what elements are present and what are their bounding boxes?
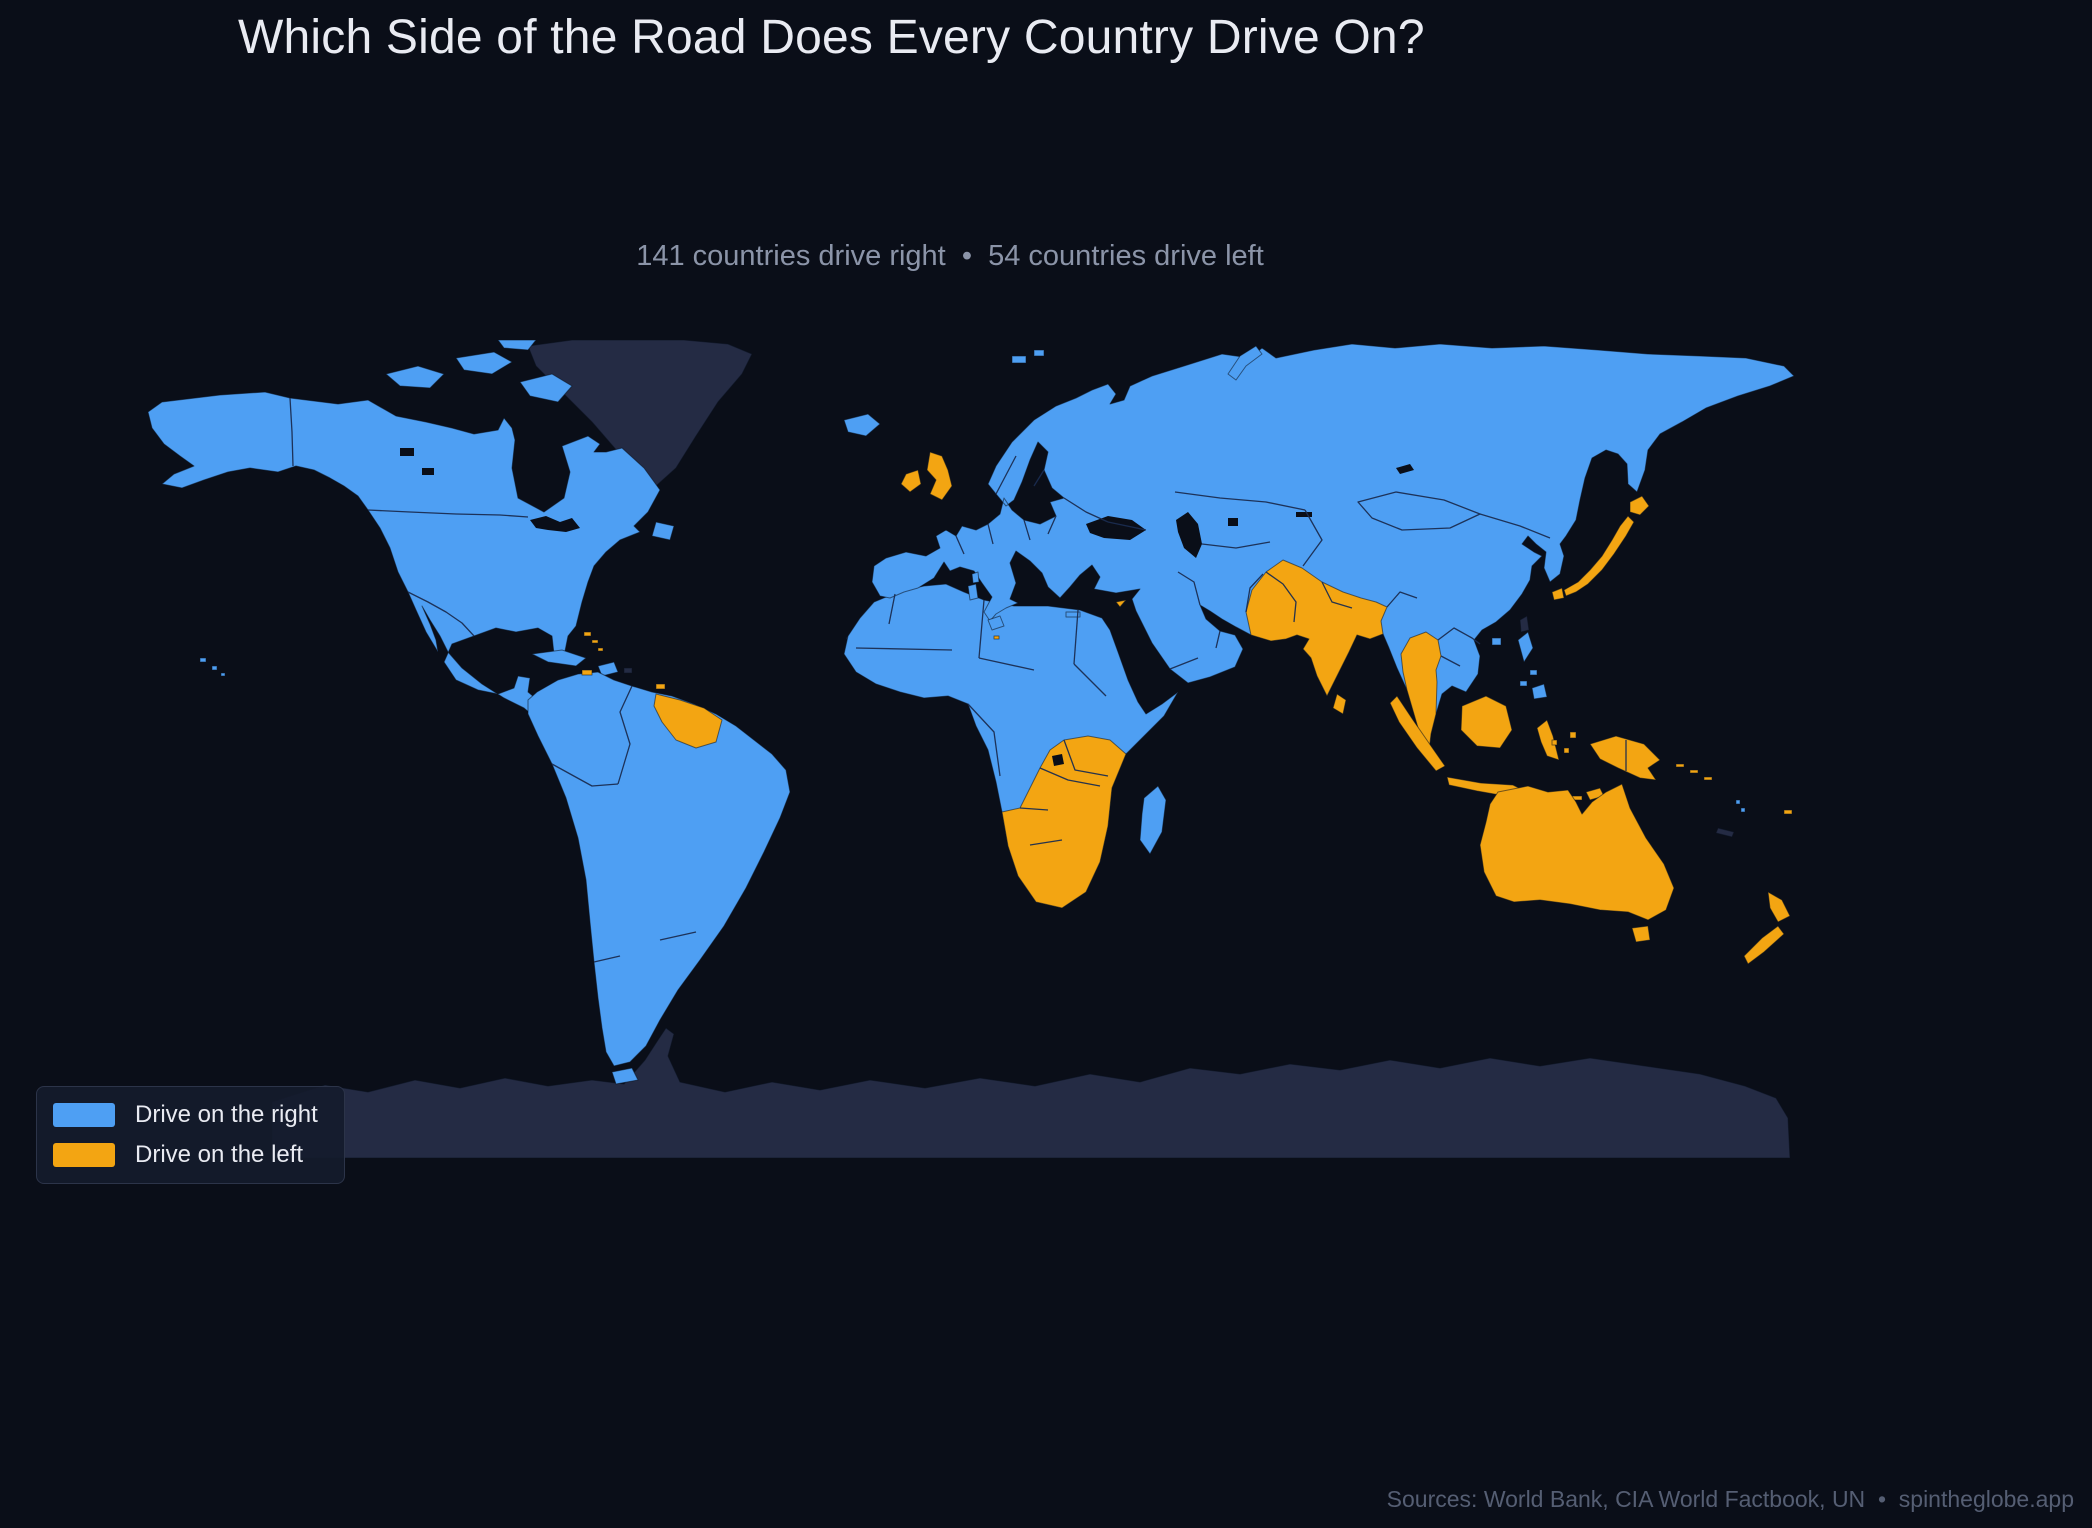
stats-subtitle: 141 countries drive right • 54 countries… [636,240,1264,272]
canadian-lakes [422,468,434,475]
map-inland-water [400,448,1414,766]
region-arctic-islands [497,340,537,351]
region-iceland [843,413,881,437]
region-svalbard [1011,355,1027,364]
region-tasmania [1631,925,1651,943]
region-new-zealand-south [1743,925,1785,965]
region-arctic-islands [455,351,513,375]
aral-sea [1228,518,1238,526]
world-choropleth-map [100,340,1800,1158]
region-crete [1065,611,1081,618]
region-bahamas [591,639,599,644]
region-thailand-malaysia [1400,631,1442,753]
legend-label-right: Drive on the right [135,1101,318,1128]
region-hawaii [220,672,226,677]
caspian-sea [1176,512,1202,558]
region-guyana-suriname [653,693,723,749]
region-jamaica [581,669,593,676]
region-philippines [1517,631,1534,663]
region-sulawesi [1536,719,1560,761]
great-lakes [530,516,580,532]
legend-item-drive-left: Drive on the left [53,1141,318,1169]
region-svalbard [1033,349,1045,357]
region-bahamas [583,631,592,637]
map-country-borders [289,397,1627,963]
legend-item-drive-right: Drive on the right [53,1101,318,1129]
region-south-america [527,671,791,1067]
region-hawaii [199,657,207,663]
region-solomons [1689,769,1699,774]
region-trinidad [655,683,666,690]
region-north-america [147,391,661,741]
region-puerto-rico [623,667,633,674]
region-southeast-africa [1001,735,1127,909]
region-africa [843,583,1179,909]
region-sri-lanka [1332,693,1347,715]
region-ireland [900,469,922,493]
region-new-guinea [1589,735,1661,781]
region-antarctica [271,1027,1791,1158]
lake-balkhash [1296,512,1312,517]
region-bahamas [597,647,604,652]
map-regions-drive-right [147,340,1795,1085]
region-novaya-zemlya [1227,345,1263,381]
region-halmahera [1569,731,1577,739]
region-solomons [1703,776,1713,781]
region-hawaii [211,665,218,671]
legend-label-left: Drive on the left [135,1141,304,1168]
black-sea [1086,516,1146,540]
region-taiwan [1519,615,1530,633]
region-philippines [1519,680,1528,687]
region-cuba [531,649,587,667]
page-title: Which Side of the Road Does Every Countr… [238,11,1425,64]
region-malta [993,635,1000,640]
region-hispaniola [597,661,619,677]
lake-baikal [1396,464,1414,474]
sources-footer: Sources: World Bank, CIA World Factbook,… [1386,1486,2074,1512]
region-moluccas [1551,739,1558,746]
region-greenland [527,340,753,487]
region-borneo [1460,695,1513,749]
region-moluccas [1563,747,1570,754]
region-solomons [1675,763,1685,768]
region-japan-kyushu [1551,587,1565,601]
region-cyprus [1115,599,1127,608]
region-japan-hokkaido [1629,495,1650,516]
region-united-kingdom [926,451,953,501]
canadian-lakes [400,448,414,456]
world-map-svg [147,340,1795,1158]
legend-swatch-right [53,1103,115,1127]
region-eurasia [871,343,1795,753]
region-tierra-del-fuego [611,1067,639,1085]
region-australia [1479,783,1675,921]
legend-swatch-left [53,1143,115,1167]
region-fiji [1783,809,1793,815]
region-newfoundland [651,521,675,541]
region-philippines [1531,683,1548,700]
region-vanuatu [1740,807,1746,813]
region-sicily [987,615,1005,631]
map-regions-drive-left [581,451,1793,965]
region-arctic-islands [519,373,573,403]
region-philippines [1529,669,1538,676]
region-madagascar [1139,785,1167,855]
region-south-asia [1245,559,1388,697]
region-sardinia [967,583,979,601]
legend-panel: Drive on the right Drive on the left [36,1086,345,1184]
region-new-zealand-north [1767,891,1791,923]
region-vanuatu [1735,799,1741,805]
region-new-caledonia [1715,827,1735,838]
region-sumatra [1389,695,1446,772]
lake-victoria [1052,754,1064,766]
region-arctic-islands [385,365,445,389]
region-hainan [1491,637,1502,646]
region-japan-honshu [1563,515,1635,597]
region-corsica [971,571,980,584]
